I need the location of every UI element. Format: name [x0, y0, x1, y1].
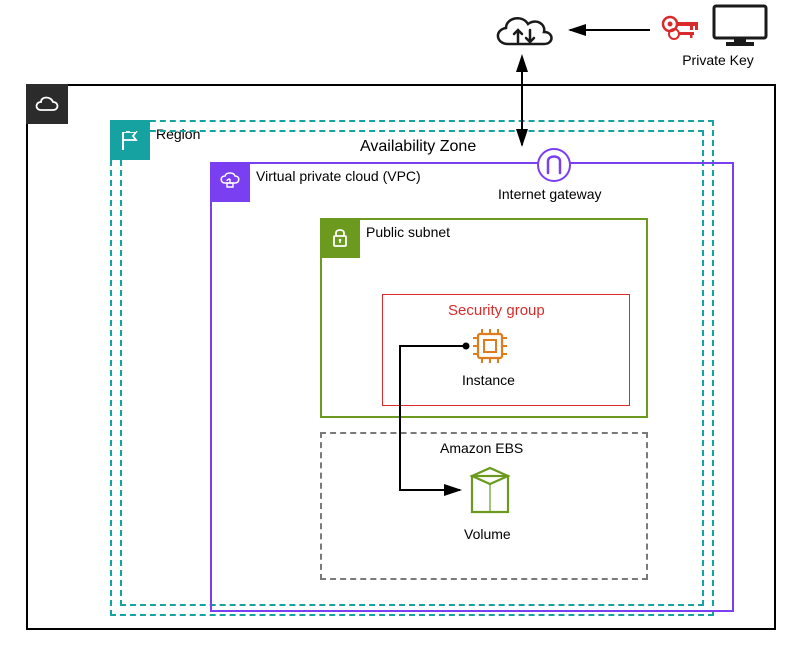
arrow-instance-to-volume	[0, 0, 800, 649]
